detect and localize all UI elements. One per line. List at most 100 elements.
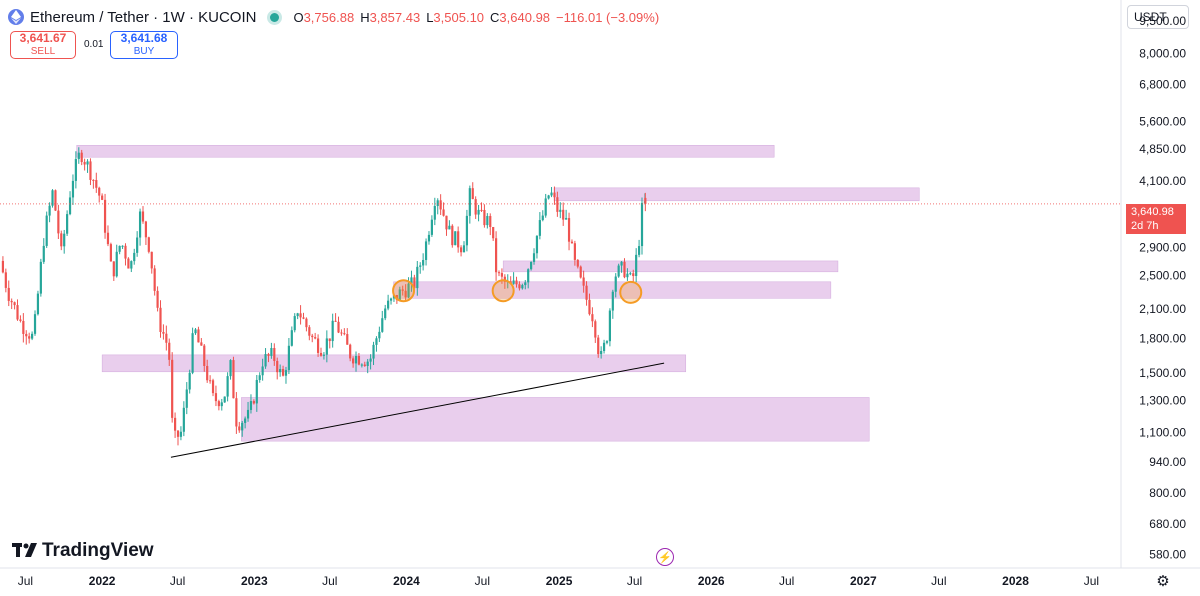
tradingview-logo[interactable]: TradingView xyxy=(12,540,154,562)
candle-body xyxy=(244,418,247,423)
candle-body xyxy=(124,245,127,259)
sell-button[interactable]: 3,641.67 SELL xyxy=(10,31,76,59)
candle-body xyxy=(334,320,337,322)
tradingview-wordmark: TradingView xyxy=(42,540,154,561)
candle-body xyxy=(430,219,433,235)
candle-body xyxy=(416,266,419,289)
candle-body xyxy=(95,180,98,188)
bar-countdown: 2d 7h xyxy=(1131,220,1159,232)
candle-body xyxy=(115,251,118,277)
candle-body xyxy=(106,232,110,245)
candle-body xyxy=(171,359,174,418)
candle-body xyxy=(637,246,641,255)
currency-selector[interactable]: USDT xyxy=(1127,5,1189,29)
last-price-label: 3,640.98 2d 7h xyxy=(1126,204,1186,234)
candle-body xyxy=(179,431,183,437)
candle-body xyxy=(369,358,372,362)
candle-body xyxy=(459,247,463,253)
candle-body xyxy=(535,235,539,254)
candle-body xyxy=(492,226,495,239)
zone-rect xyxy=(502,260,839,273)
candle-body xyxy=(229,360,232,377)
time-tick-label: Jul xyxy=(627,574,642,588)
candle-body xyxy=(611,291,614,311)
candle-body xyxy=(211,380,215,394)
settings-gear-icon[interactable]: ⚙ xyxy=(1156,573,1170,590)
candle-body xyxy=(448,225,451,230)
price-tick-label: 4,100.00 xyxy=(1139,174,1186,188)
candle-body xyxy=(165,333,168,343)
candle-body xyxy=(620,261,623,266)
candle-body xyxy=(28,336,31,339)
time-tick-label: Jul xyxy=(170,574,185,588)
candle-body xyxy=(623,261,626,278)
candle-body xyxy=(366,361,369,366)
candle-body xyxy=(144,221,148,238)
candle-body xyxy=(299,313,302,318)
candle-body xyxy=(252,401,255,404)
candle-body xyxy=(480,209,483,211)
zone-rect xyxy=(553,187,920,202)
price-tick-label: 6,800.00 xyxy=(1139,78,1186,92)
time-tick-label: Jul xyxy=(1084,574,1099,588)
price-tick-label: 1,500.00 xyxy=(1139,366,1186,380)
candle-body xyxy=(483,209,486,226)
candle-body xyxy=(305,318,308,328)
candle-body xyxy=(632,273,635,277)
candle-body xyxy=(436,200,439,207)
candle-body xyxy=(246,409,250,419)
candle-body xyxy=(439,200,442,210)
ohlc-open-value: 3,756.88 xyxy=(303,9,355,25)
time-tick-label: 2026 xyxy=(698,574,725,588)
overlay-layer xyxy=(0,203,1121,458)
highlight-circle xyxy=(619,280,643,304)
candle-body xyxy=(486,216,489,226)
candle-body xyxy=(605,341,609,343)
price-tick-label: 2,100.00 xyxy=(1139,302,1186,316)
symbol-title[interactable]: Ethereum / Tether · 1W · KUCOIN xyxy=(30,8,257,26)
candle-body xyxy=(121,245,124,247)
time-tick-label: Jul xyxy=(18,574,33,588)
candle-body xyxy=(54,190,57,211)
time-tick-label: 2024 xyxy=(393,574,420,588)
highlight-circle xyxy=(491,279,515,303)
candle-body xyxy=(343,333,346,335)
buy-label: BUY xyxy=(133,46,155,57)
candle-body xyxy=(156,290,159,308)
time-axis[interactable]: Jul 2022 Jul 2023 Jul 2024 Jul 2025 Jul 2026 Jul 20… xyxy=(18,574,1099,588)
candle-body xyxy=(413,277,416,289)
candle-body xyxy=(22,320,25,334)
candle-body xyxy=(541,215,544,221)
candle-body xyxy=(176,430,180,437)
candle-body xyxy=(602,342,606,351)
last-candle-body xyxy=(644,197,647,204)
candle-body xyxy=(308,327,311,336)
candle-body xyxy=(314,337,317,339)
buy-button[interactable]: 3,641.68 BUY xyxy=(110,31,178,59)
candle-body xyxy=(45,215,48,246)
candle-body xyxy=(503,276,506,282)
candle-body xyxy=(635,254,638,277)
candle-body xyxy=(255,379,258,404)
candle-body xyxy=(515,280,518,285)
candle-body xyxy=(570,241,574,244)
candle-body xyxy=(60,233,63,247)
candle-body xyxy=(98,187,101,196)
price-axis[interactable]: 9,500.00 8,000.00 6,800.00 5,600.00 4,850.00… xyxy=(1139,14,1186,561)
zone-rect xyxy=(101,354,687,373)
candle-body xyxy=(290,330,293,346)
price-tick-label: 1,800.00 xyxy=(1139,331,1186,345)
buy-price: 3,641.68 xyxy=(120,31,168,45)
price-tick-label: 9,500.00 xyxy=(1139,14,1186,28)
lightning-icon[interactable]: ⚡ xyxy=(656,548,674,566)
time-tick-label: 2025 xyxy=(546,574,573,588)
price-tick-label: 680.00 xyxy=(1149,517,1186,531)
spread-value: 0.01 xyxy=(84,39,104,50)
candle-body xyxy=(141,211,145,222)
candle-body xyxy=(74,159,77,181)
candle-body xyxy=(296,313,299,317)
candle-body xyxy=(197,329,200,343)
zones-layer xyxy=(76,145,920,442)
